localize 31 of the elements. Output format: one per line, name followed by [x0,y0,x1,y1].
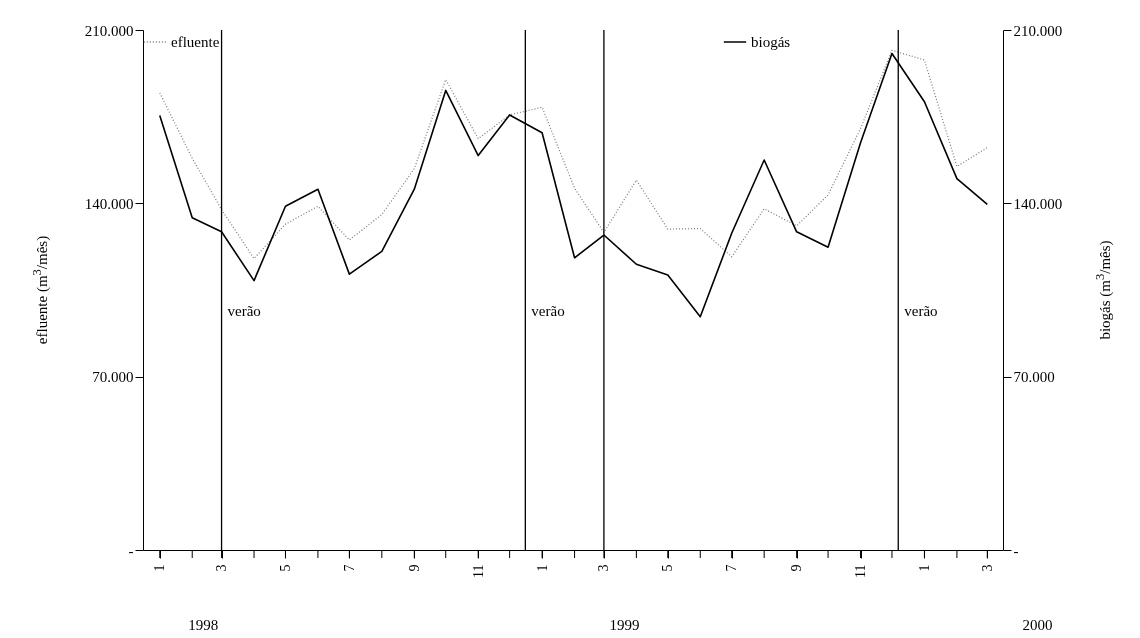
y2-tick-label: 210.000 [1013,22,1063,39]
text: 1998 [188,617,219,633]
legend-label: biogás [751,34,791,50]
x-tick-label: 5 [660,564,676,572]
y-tick-label: 140.000 [84,195,134,212]
x-tick-label: 7 [341,564,357,572]
ref-line-label: verão [227,302,261,319]
y-tick-label: 70.000 [92,369,134,386]
ref-line-label: verão [904,302,938,319]
x-tick-label: 9 [406,564,422,572]
x-tick-label: 7 [724,564,740,572]
x-tick-label: 3 [596,564,612,572]
y2-tick-label: 70.000 [1013,369,1055,386]
x-tick-label: 3 [979,564,995,572]
y2-tick-label: - [1013,542,1019,559]
y-tick-label: - [128,542,134,559]
x-tick-label: 3 [214,564,230,572]
text: 1999 [609,617,640,633]
x-tick-label: 1 [534,564,550,572]
y-tick-label: 210.000 [84,22,134,39]
y2-tick-label: 140.000 [1013,195,1063,212]
legend-label: efluente [171,34,220,50]
x-tick-label: 1 [152,564,168,572]
text: 2000 [1022,617,1053,633]
x-tick-label: 5 [277,564,293,572]
x-tick-label: 11 [853,564,869,578]
x-tick-label: 9 [789,564,805,572]
x-tick-label: 11 [470,564,486,578]
x-tick-label: 1 [916,564,932,572]
line-series [159,49,988,260]
ref-line-label: verão [531,302,565,319]
